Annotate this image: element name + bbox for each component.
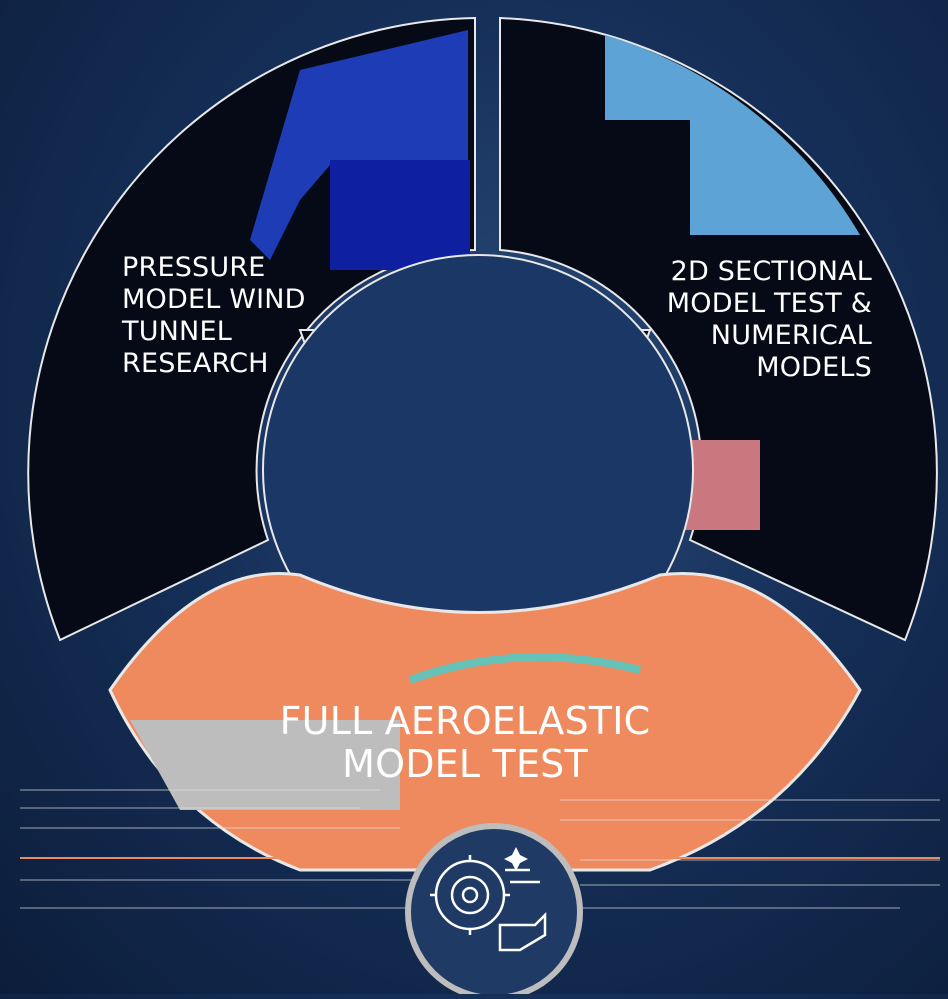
label-line: TUNNEL [122, 315, 232, 347]
label-line: MODEL TEST & [666, 287, 872, 319]
pressure-color-strip [330, 160, 470, 270]
gear-wind-icon [430, 847, 547, 952]
label-line: MODELS [756, 351, 872, 383]
aeroelastic-gray-band [130, 720, 400, 810]
sectional-color-block [605, 35, 860, 235]
segment-label-sectional: 2D SECTIONAL MODEL TEST & NUMERICAL MODE… [667, 256, 872, 383]
label-line: MODEL WIND [122, 283, 306, 315]
segment-label-aeroelastic: FULL AEROELASTIC MODEL TEST [230, 700, 700, 785]
label-line: FULL AEROELASTIC [279, 699, 651, 743]
label-line: PRESSURE [122, 252, 266, 283]
center-icon-badge [405, 823, 583, 999]
aeroelastic-teal-streak [408, 653, 641, 684]
scanline-group [20, 789, 940, 909]
label-line: RESEARCH [122, 347, 269, 379]
label-line: NUMERICAL [710, 319, 872, 351]
label-line: MODEL TEST [342, 741, 588, 786]
label-line: 2D SECTIONAL [670, 256, 872, 287]
pressure-color-block [250, 30, 468, 260]
segment-label-pressure: PRESSURE MODEL WIND TUNNEL RESEARCH [122, 252, 306, 379]
ring-segment-sectional [499, 16, 938, 642]
